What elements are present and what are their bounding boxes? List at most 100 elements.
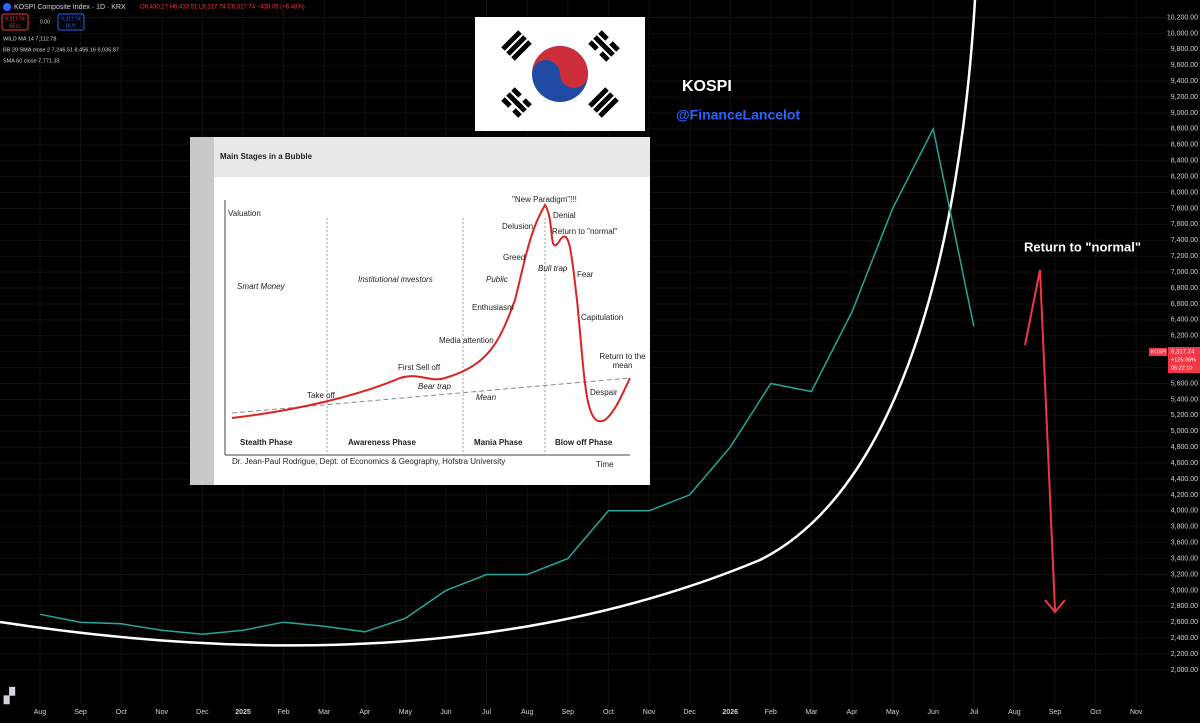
y-tick-label: 4,400.00 [1171,476,1198,483]
indicator: BB 20 SMA close 2 7,246.51 8,456.16 6,03… [3,47,119,53]
y-tick-label: 2,400.00 [1171,635,1198,642]
series [39,126,975,635]
y-tick-label: 5,000.00 [1171,428,1198,435]
stage-label: Return to "normal" [552,227,617,236]
stage-label: Bear trap [418,382,451,391]
stage-label: Delusion [502,222,533,231]
y-tick-label: 6,600.00 [1171,301,1198,308]
stage-label: Bull trap [538,264,568,273]
x-tick-label: Mar [318,709,331,716]
handle: @FinanceLancelot [676,107,800,123]
y-tick-label: 9,000.00 [1171,110,1198,117]
buy-button[interactable] [57,13,85,31]
y-tick-label: 8,200.00 [1171,173,1198,180]
stage-label: Greed [503,253,525,262]
tag-symbol-bg [1149,348,1167,356]
stage-label: Mean [476,393,497,402]
y-tick-label: 9,800.00 [1171,46,1198,53]
y-axis: 2,000.00 2,200.00 2,400.00 2,600.00 2,800.00… [1167,14,1198,673]
stage-label-box: Return to the mean [599,352,646,370]
x-tick-label: Sep [562,709,575,716]
symbol-icon [3,3,11,11]
x-axis: Aug Sep Oct Nov Dec 2025 Feb Mar Apr May Jun Jul Aug… [34,709,1143,716]
x-tick-label: Nov [1130,709,1143,716]
y-tick-label: 7,400.00 [1171,237,1198,244]
y-tick-label: 4,800.00 [1171,444,1198,451]
x-tick-label: Aug [521,709,534,716]
x-tick-label: Oct [116,709,127,716]
stage-label: Media attention [439,336,494,345]
ohlc: O6,430.27 H6,433.51 L6,317.74 C6,317.74 … [140,5,305,11]
y-tick-label: 3,400.00 [1171,555,1198,562]
price-line [39,126,975,635]
inset-x-axis: Time [596,460,614,469]
y-tick-label: 8,400.00 [1171,158,1198,165]
y-tick-label: 3,600.00 [1171,540,1198,547]
x-tick-label: Dec [196,709,209,716]
y-tick-label: 10,000.00 [1167,30,1198,37]
y-tick-label: 9,600.00 [1171,62,1198,69]
inset-bg [190,137,650,485]
x-tick-label: Jun [440,709,451,716]
y-tick-label: 3,000.00 [1171,587,1198,594]
inset-y-axis: Valuation [228,209,261,218]
x-tick-label: Apr [847,709,859,716]
x-tick-label: Oct [603,709,614,716]
stage-label: Return to the mean [599,352,646,370]
y-tick-label: 5,600.00 [1171,380,1198,387]
y-tick-label: 9,400.00 [1171,78,1198,85]
parabola [0,0,977,647]
indicator: SMA 60 close 7,771.33 [3,58,60,64]
y-tick-label: 6,200.00 [1171,333,1198,340]
stage-label: Despair [590,388,618,397]
phase: Stealth Phase [240,438,293,447]
y-tick-label: 2,000.00 [1171,667,1198,674]
phase: Mania Phase [474,438,523,447]
buy-label: BUY [66,23,77,29]
taegeuk-red [532,46,588,88]
x-tick-label: Mar [805,709,818,716]
stage-label: Fear [577,270,594,279]
x-tick-label: Nov [156,709,169,716]
tag-price: 6,317.74 [1171,350,1195,356]
x-tick-label: Oct [1090,709,1101,716]
zone: Smart Money [237,282,286,291]
zone: Public [486,275,508,284]
inset-header [214,137,650,177]
y-tick-label: 6,800.00 [1171,285,1198,292]
y-tick-label: 9,200.00 [1171,94,1198,101]
symbol-title: KOSPI Composite Index · 1D · KRX [14,4,126,11]
inset-band [190,137,214,485]
indicator: WILD MA 14 7,112.78 [3,36,56,42]
stage-label: Enthusiasm [472,303,514,312]
sell-button[interactable] [1,13,29,31]
x-tick-label: Nov [643,709,656,716]
phase: Awareness Phase [348,438,416,447]
y-tick-label: 3,800.00 [1171,524,1198,531]
y-tick-label: 4,200.00 [1171,492,1198,499]
tag-change: +125.86% [1171,357,1196,363]
flag [475,17,645,131]
stage-label: First Sell off [398,363,441,372]
callout: Return to "normal" [1024,239,1141,254]
stage-label: Capitulation [581,313,623,322]
stage-label: Denial [553,211,576,220]
stage-label: Take off [307,391,336,400]
y-tick-label: 8,800.00 [1171,126,1198,133]
phase: Blow off Phase [555,438,613,447]
y-tick-label: 8,000.00 [1171,189,1198,196]
x-tick-label: Jul [969,709,978,716]
inset-title: Main Stages in a Bubble [220,152,313,161]
y-tick-label: 10,200.00 [1167,14,1198,21]
y-tick-label: 5,400.00 [1171,396,1198,403]
price-tag: KOSPI 6,317.74 +125.86% 06:22:10 [1149,347,1200,373]
arrow [1024,269,1066,614]
y-tick-label: 5,200.00 [1171,412,1198,419]
trigrams [501,30,620,118]
x-tick-label: Aug [1008,709,1021,716]
y-tick-label: 2,600.00 [1171,619,1198,626]
inset: Main Stages in a Bubble Valuation Time S… [190,137,650,485]
y-tick-label: 7,600.00 [1171,221,1198,228]
y-tick-label: 2,800.00 [1171,603,1198,610]
